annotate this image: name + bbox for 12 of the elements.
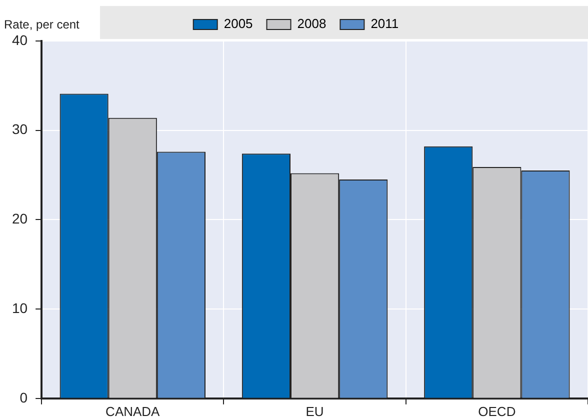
legend-label: 2005 (224, 16, 253, 32)
y-axis-title: Rate, per cent (4, 17, 80, 32)
y-tick-label: 0 (20, 389, 28, 406)
y-tick-label: 40 (12, 32, 28, 48)
legend-label: 2008 (297, 16, 326, 32)
legend-label: 2011 (370, 16, 399, 32)
x-tick-label: OECD (478, 404, 516, 419)
y-tick-label: 30 (12, 121, 28, 138)
y-tick-label: 10 (12, 300, 28, 316)
x-tick-label: EU (306, 404, 324, 419)
y-tick-label: 20 (12, 210, 28, 227)
x-tick-label: CANADA (106, 404, 160, 419)
